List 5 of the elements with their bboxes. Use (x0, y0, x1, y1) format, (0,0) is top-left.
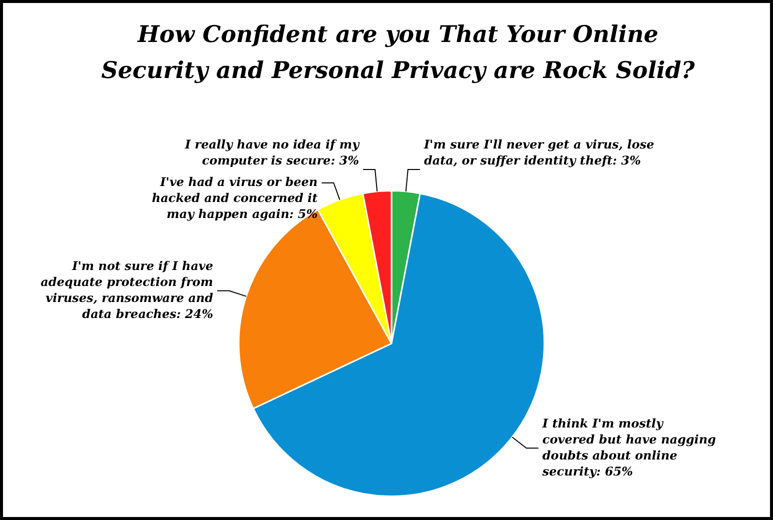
slice-label: I really have no idea if my computer is secure: 3% (184, 138, 360, 168)
slice-label: I think I'm mostly covered but have nagging doubts about online security: 65% (541, 416, 716, 478)
chart-title: How Confident are you That Your Online Security and Personal Privacy are Rock Solid? (100, 20, 696, 86)
slice-label: I'm not sure if I have adequate protection from viruses, ransomware and data breaches: 24% (40, 258, 214, 321)
slice-label: I'm sure I'll never get a virus, lose data, or suffer identity theft: 3% (422, 138, 654, 168)
